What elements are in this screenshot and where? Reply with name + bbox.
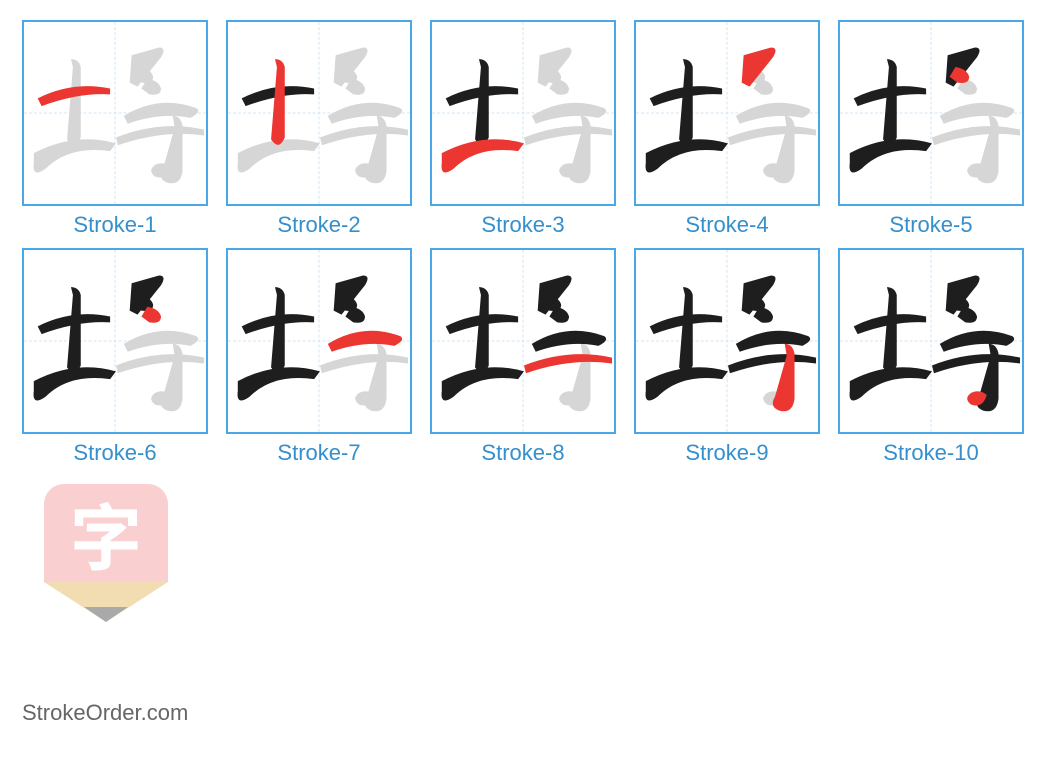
stroke-ghost <box>524 126 612 145</box>
stroke-done <box>850 139 932 172</box>
character-frame <box>226 248 412 434</box>
character-svg <box>840 22 1022 204</box>
stroke-done <box>67 287 81 373</box>
stroke-done <box>238 367 320 400</box>
character-svg <box>636 22 818 204</box>
stroke-done <box>646 139 728 172</box>
character-svg <box>228 250 410 432</box>
character-frame <box>226 20 412 206</box>
stroke-cell: Stroke-5 <box>838 20 1024 238</box>
stroke-active <box>271 59 285 145</box>
stroke-done <box>475 287 489 373</box>
character-svg <box>636 250 818 432</box>
stroke-ghost <box>940 103 1014 124</box>
stroke-label: Stroke-4 <box>685 212 768 238</box>
stroke-ghost <box>532 103 606 124</box>
stroke-ghost <box>728 126 816 145</box>
stroke-label: Stroke-3 <box>481 212 564 238</box>
character-frame <box>838 20 1024 206</box>
stroke-done <box>883 59 897 145</box>
stroke-ghost <box>736 103 810 124</box>
character-frame <box>22 248 208 434</box>
stroke-label: Stroke-6 <box>73 440 156 466</box>
stroke-done <box>271 287 285 373</box>
stroke-ghost <box>932 126 1020 145</box>
stroke-done <box>646 367 728 400</box>
stroke-ghost <box>328 103 402 124</box>
character-frame <box>838 248 1024 434</box>
character-frame <box>22 20 208 206</box>
stroke-cell: Stroke-10 <box>838 248 1024 466</box>
character-svg <box>432 250 614 432</box>
stroke-label: Stroke-1 <box>73 212 156 238</box>
stroke-done <box>850 367 932 400</box>
stroke-cell: Stroke-1 <box>22 20 208 238</box>
stroke-label: Stroke-10 <box>883 440 978 466</box>
watermark-text: StrokeOrder.com <box>22 700 188 726</box>
character-svg <box>228 22 410 204</box>
stroke-ghost <box>124 331 198 352</box>
stroke-ghost <box>320 126 408 145</box>
stroke-ghost <box>124 103 198 124</box>
stroke-cell: Stroke-7 <box>226 248 412 466</box>
stroke-active <box>773 344 795 411</box>
stroke-active <box>442 139 524 172</box>
stroke-cell: Stroke-9 <box>634 248 820 466</box>
stroke-active <box>524 354 612 373</box>
stroke-done <box>679 287 693 373</box>
character-svg <box>840 250 1022 432</box>
character-frame <box>430 248 616 434</box>
stroke-done <box>34 367 116 400</box>
site-logo: 字 <box>44 484 168 622</box>
stroke-done <box>736 331 810 352</box>
stroke-label: Stroke-5 <box>889 212 972 238</box>
logo-pencil-tip <box>44 582 168 622</box>
stroke-ghost <box>67 59 81 145</box>
stroke-cell: Stroke-6 <box>22 248 208 466</box>
stroke-ghost <box>320 354 408 373</box>
stroke-cell: Stroke-4 <box>634 20 820 238</box>
character-frame <box>430 20 616 206</box>
stroke-ghost <box>34 139 116 172</box>
stroke-cell: Stroke-2 <box>226 20 412 238</box>
stroke-done <box>883 287 897 373</box>
stroke-done <box>728 354 816 373</box>
stroke-label: Stroke-8 <box>481 440 564 466</box>
stroke-label: Stroke-9 <box>685 440 768 466</box>
stroke-done <box>532 331 606 352</box>
stroke-active <box>328 331 402 352</box>
stroke-done <box>442 367 524 400</box>
stroke-ghost <box>116 354 204 373</box>
stroke-done <box>932 354 1020 373</box>
logo-body: 字 <box>44 484 168 582</box>
character-frame <box>634 248 820 434</box>
character-svg <box>24 250 206 432</box>
pencil-lead <box>84 607 128 622</box>
character-svg <box>432 22 614 204</box>
stroke-order-grid: Stroke-1 Stroke-2 Stroke-3 Stroke-4 Stroke-5… <box>22 20 1050 466</box>
stroke-done <box>475 59 489 145</box>
stroke-label: Stroke-7 <box>277 440 360 466</box>
character-frame <box>634 20 820 206</box>
stroke-cell: Stroke-3 <box>430 20 616 238</box>
stroke-done <box>679 59 693 145</box>
stroke-ghost <box>116 126 204 145</box>
stroke-done <box>940 331 1014 352</box>
stroke-cell: Stroke-8 <box>430 248 616 466</box>
character-svg <box>24 22 206 204</box>
stroke-label: Stroke-2 <box>277 212 360 238</box>
logo-character: 字 <box>70 497 142 569</box>
